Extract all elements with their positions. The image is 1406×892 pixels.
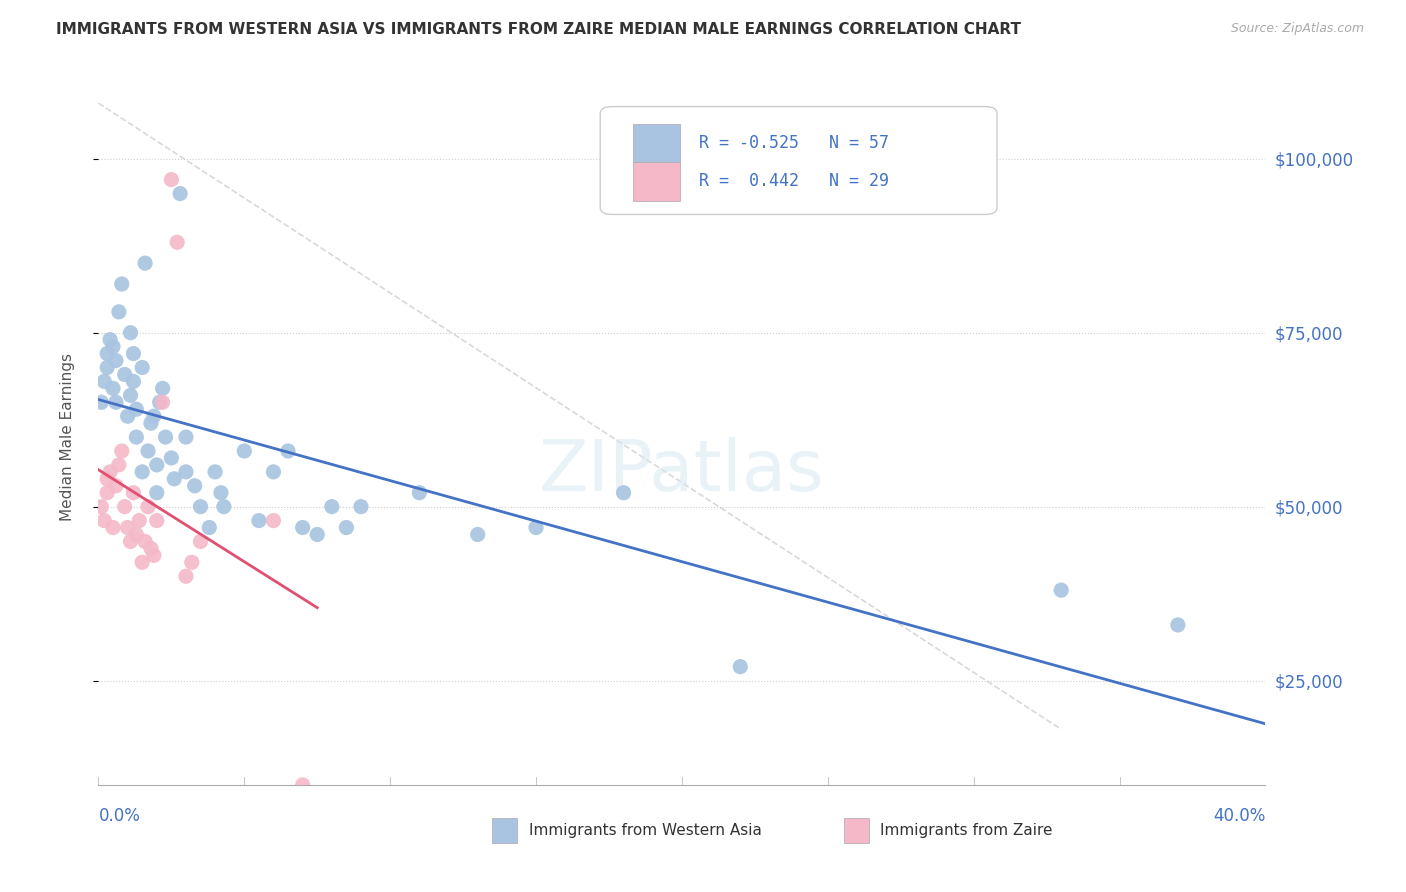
Point [277, 444, 299, 458]
Point [321, 500, 343, 514]
Point [174, 465, 197, 479]
Point [180, 555, 202, 569]
Point [204, 465, 226, 479]
Point [111, 277, 134, 291]
Point [128, 514, 150, 528]
Text: R = -0.525   N = 57: R = -0.525 N = 57 [699, 134, 890, 152]
Point [1167, 618, 1189, 632]
FancyBboxPatch shape [600, 106, 997, 214]
Point [134, 256, 156, 270]
Point [174, 430, 197, 444]
Point [104, 479, 127, 493]
Point [612, 485, 634, 500]
Text: Immigrants from Western Asia: Immigrants from Western Asia [529, 823, 762, 838]
Point [291, 778, 314, 792]
Point [467, 527, 489, 541]
Point [90, 395, 112, 409]
Point [142, 409, 165, 424]
Point [125, 430, 148, 444]
Point [1050, 583, 1073, 598]
Point [131, 465, 153, 479]
Point [108, 305, 131, 319]
Point [136, 444, 159, 458]
Point [114, 368, 136, 382]
Point [122, 346, 145, 360]
Point [291, 520, 314, 534]
Point [166, 235, 188, 250]
Text: R =  0.442   N = 29: R = 0.442 N = 29 [699, 172, 890, 190]
Text: 40.0%: 40.0% [1213, 807, 1265, 825]
FancyBboxPatch shape [633, 162, 679, 201]
Point [152, 381, 174, 395]
Point [307, 527, 329, 541]
Point [104, 353, 127, 368]
Point [96, 472, 118, 486]
Point [190, 534, 212, 549]
Point [524, 520, 547, 534]
Point [93, 514, 115, 528]
Point [728, 659, 751, 673]
Point [131, 360, 153, 375]
Point [96, 485, 118, 500]
Point [120, 534, 142, 549]
Point [190, 500, 212, 514]
Y-axis label: Median Male Earnings: Median Male Earnings [60, 353, 75, 521]
Point [101, 381, 124, 395]
Point [262, 514, 284, 528]
Point [160, 450, 183, 465]
Point [104, 395, 127, 409]
FancyBboxPatch shape [633, 124, 679, 162]
Point [98, 333, 121, 347]
Point [117, 520, 139, 534]
Point [120, 326, 142, 340]
Point [96, 360, 118, 375]
Point [122, 485, 145, 500]
Point [163, 472, 186, 486]
Point [408, 485, 430, 500]
Text: Immigrants from Zaire: Immigrants from Zaire [880, 823, 1053, 838]
Point [183, 479, 205, 493]
Point [169, 186, 191, 201]
Point [152, 395, 174, 409]
Point [262, 465, 284, 479]
Point [233, 444, 256, 458]
Point [136, 500, 159, 514]
Point [111, 444, 134, 458]
Point [209, 485, 232, 500]
Point [335, 520, 357, 534]
Point [139, 541, 162, 556]
Point [117, 409, 139, 424]
Point [350, 500, 373, 514]
Point [93, 375, 115, 389]
Point [101, 340, 124, 354]
Text: 0.0%: 0.0% [98, 807, 141, 825]
Point [131, 555, 153, 569]
Point [139, 416, 162, 430]
Point [146, 485, 169, 500]
Text: Source: ZipAtlas.com: Source: ZipAtlas.com [1230, 22, 1364, 36]
Point [114, 500, 136, 514]
Point [174, 569, 197, 583]
Point [160, 172, 183, 186]
Point [247, 514, 270, 528]
Point [101, 520, 124, 534]
Text: IMMIGRANTS FROM WESTERN ASIA VS IMMIGRANTS FROM ZAIRE MEDIAN MALE EARNINGS CORRE: IMMIGRANTS FROM WESTERN ASIA VS IMMIGRAN… [56, 22, 1021, 37]
Point [108, 458, 131, 472]
Point [96, 346, 118, 360]
Point [125, 527, 148, 541]
Point [212, 500, 235, 514]
Point [90, 500, 112, 514]
Point [98, 465, 121, 479]
Point [122, 375, 145, 389]
Point [142, 549, 165, 563]
Point [155, 430, 177, 444]
Text: ZIPatlas: ZIPatlas [538, 437, 825, 507]
Point [198, 520, 221, 534]
Point [149, 395, 172, 409]
Point [146, 458, 169, 472]
Point [125, 402, 148, 417]
Point [146, 514, 169, 528]
Point [120, 388, 142, 402]
Point [134, 534, 156, 549]
